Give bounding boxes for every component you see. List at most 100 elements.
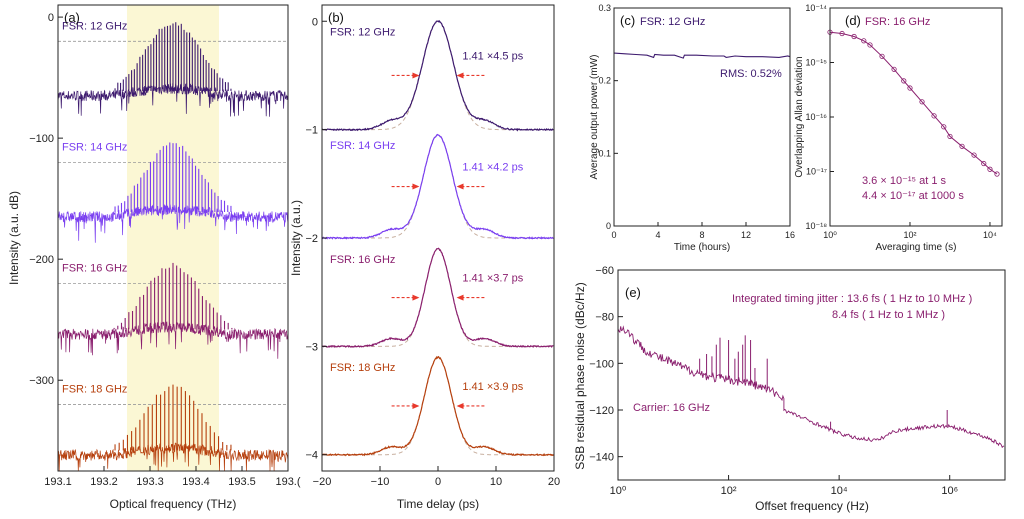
arrow-head-right (456, 72, 464, 79)
x-axis-label-b: Time delay (ps) (397, 497, 479, 511)
title-c: FSR: 12 GHz (640, 16, 705, 28)
x-tick-label: 0 (435, 476, 441, 488)
y-tick-label: −100 (589, 358, 614, 370)
width-label: 1.41 ×4.2 ps (462, 162, 523, 174)
y-tick-label: −3 (305, 341, 318, 353)
plot-frame-e (617, 269, 1006, 481)
y-tick-label: 0 (48, 12, 54, 24)
x-tick-label: −10 (371, 476, 390, 488)
allan-point (891, 66, 897, 72)
allan-point (861, 38, 867, 44)
x-tick-label: 12 (741, 230, 751, 240)
y-tick-label: −1 (305, 125, 318, 137)
autocorrelation-trace (321, 133, 554, 240)
y-tick-label: 10⁻¹⁴ (805, 3, 827, 13)
series-label: FSR: 12 GHz (330, 26, 395, 38)
width-label: 1.41 ×4.5 ps (462, 50, 523, 62)
y-tick-label: 0 (606, 221, 611, 231)
spectra (57, 22, 289, 472)
panel-tag-a: (a) (64, 10, 80, 25)
x-axis-label-d: Averaging time (s) (876, 242, 957, 253)
panel-tag-d: (d) (845, 13, 861, 28)
x-tick-label: 4 (655, 230, 660, 240)
x-axis-label-a: Optical frequency (THz) (110, 497, 237, 511)
arrow-head-right (456, 402, 464, 409)
noise-floor (57, 321, 289, 359)
allan-point (931, 113, 937, 119)
x-tick-label: 10⁴ (831, 485, 848, 497)
series-label: FSR: 14 GHz (330, 140, 395, 152)
x-tick-label: 193.2 (90, 476, 118, 488)
phase-noise-line (617, 325, 1005, 449)
allan-point (971, 152, 977, 158)
panel-b: −20 −10 0 10 20 0 −1 −2 −3 −4 FSR: 12 GHz 1.41 ×4.… (289, 4, 560, 511)
allan-point (941, 124, 947, 130)
x-tick-label: 10⁶ (941, 485, 958, 497)
x-tick-label: 193.1 (44, 476, 72, 488)
allan-annotation-1: 3.6 × 10⁻¹⁵ at 1 s (862, 175, 947, 187)
allan-point (851, 33, 857, 40)
y-axis-label-d: Overlapping Allan deviation (794, 56, 805, 177)
panel-tag-e: (e) (625, 285, 641, 300)
allan-line (829, 31, 998, 175)
arrow-head-right (456, 294, 464, 301)
y-tick-label: −80 (595, 312, 614, 324)
y-axis-label-a: Intensity (a.u. dB) (7, 191, 21, 285)
y-tick-label: 10⁻¹⁵ (806, 58, 828, 68)
x-axis-label-c: Time (hours) (674, 242, 730, 253)
allan-point (959, 143, 965, 149)
x-tick-label: 10² (903, 230, 916, 240)
x-tick-label: 10² (721, 485, 737, 497)
arrow-head-left (412, 183, 420, 190)
y-tick-label: 10⁻¹⁷ (806, 167, 827, 177)
x-tick-label: 0 (611, 230, 616, 240)
x-tick-label: −20 (313, 476, 332, 488)
axis-ticks-b: −20 −10 0 10 20 0 −1 −2 −3 −4 (305, 16, 560, 488)
arrow-head-right (456, 183, 464, 190)
series-label: FSR: 14 GHz (62, 141, 127, 153)
y-tick-label: −200 (29, 254, 54, 266)
allan-point (919, 99, 925, 105)
series-label: FSR: 18 GHz (62, 383, 127, 395)
series-labels-a: FSR: 12 GHz FSR: 14 GHz FSR: 16 GHz FSR: 18… (62, 20, 127, 395)
power-line (613, 52, 791, 59)
y-tick-label: −120 (589, 405, 614, 417)
plot-frame-c (613, 7, 791, 227)
x-tick-label: 193.( (275, 476, 300, 488)
x-tick-label: 10⁰ (823, 230, 837, 240)
noise-floor (57, 442, 289, 472)
x-tick-label: 20 (548, 476, 560, 488)
panel-tag-b: (b) (328, 10, 344, 25)
allan-annotation-2: 4.4 × 10⁻¹⁷ at 1000 s (862, 190, 964, 202)
panel-a: 193.1 193.2 193.3 193.4 193.5 193.(0 −100 −200 −… (7, 4, 301, 511)
allan-deviation-curve (827, 29, 1000, 177)
axis-ticks-a: 193.1 193.2 193.3 193.4 193.5 193.(0 −100 −200 −… (29, 12, 301, 488)
series-label: FSR: 12 GHz (62, 20, 127, 32)
series-label: FSR: 16 GHz (62, 262, 127, 274)
allan-point (947, 133, 953, 140)
rms-annotation: RMS: 0.52% (720, 68, 782, 80)
y-tick-label: 0.2 (598, 76, 611, 86)
jitter-annotation-1: Integrated timing jitter : 13.6 fs ( 1 H… (732, 293, 972, 305)
panel-d: 10⁰ 10² 10⁴ 10⁻¹⁴ 10⁻¹⁵ 10⁻¹⁶ 10⁻¹⁷ 10⁻¹⁸ (d) F… (794, 3, 1003, 253)
allan-point (879, 53, 885, 59)
panel-c: 0 4 8 12 16 0 0.1 0.2 0.3 (c) FSR: 12 GHz RMS: 0… (589, 3, 795, 253)
autocorrelation-trace (321, 247, 554, 349)
carrier-annotation: Carrier: 16 GHz (633, 402, 710, 414)
x-tick-label: 193.3 (136, 476, 164, 488)
y-tick-label: −4 (305, 450, 318, 462)
x-tick-label: 10 (490, 476, 502, 488)
y-tick-label: −2 (305, 233, 318, 245)
panel-e: 10⁰ 10² 10⁴ 10⁶ −140 −120 −100 −80 −60 (e) Integ… (573, 265, 1006, 513)
axis-ticks-c: 0 4 8 12 16 0 0.1 0.2 0.3 (598, 3, 795, 240)
y-axis-label-b: Intensity (a.u.) (289, 200, 303, 276)
x-tick-label: 10⁰ (610, 485, 627, 497)
autocorrelation-trace (321, 355, 554, 457)
allan-point (981, 160, 987, 167)
power-trace (613, 52, 791, 59)
panel-tag-c: (c) (620, 13, 635, 28)
x-tick-label: 8 (699, 230, 704, 240)
phase-noise-trace (617, 325, 1005, 449)
y-axis-label-c: Average output power (mW) (589, 55, 600, 180)
axis-ticks-d: 10⁰ 10² 10⁴ 10⁻¹⁴ 10⁻¹⁵ 10⁻¹⁶ 10⁻¹⁷ 10⁻¹⁸ (805, 3, 997, 240)
